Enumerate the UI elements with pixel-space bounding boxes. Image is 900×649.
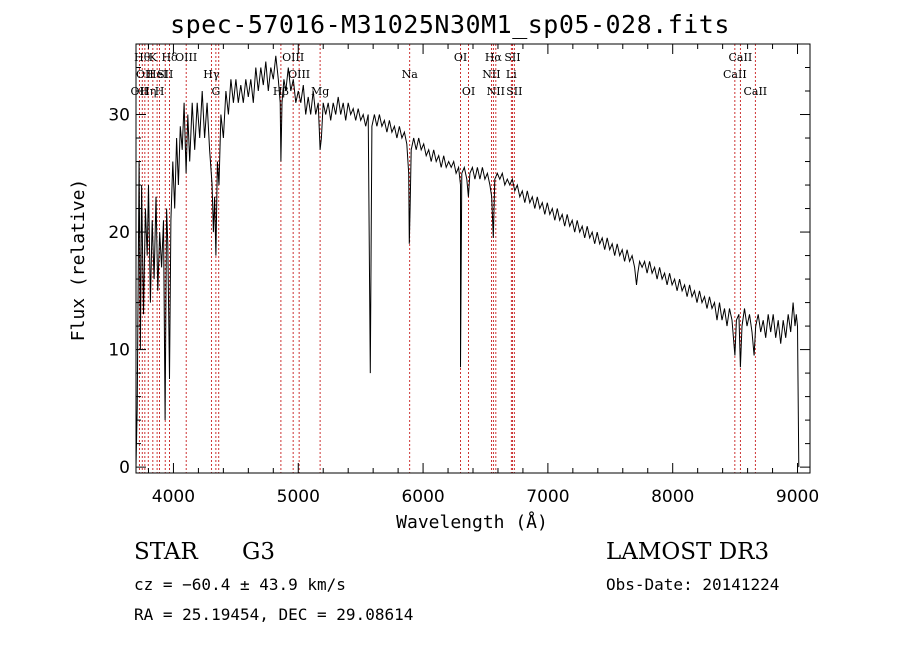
x-axis: 4000 5000 6000 7000 8000 9000 <box>147 44 819 507</box>
x-tick-label: 7000 <box>526 487 569 507</box>
spectral-line-label: Li <box>506 68 517 81</box>
x-tick-label: 9000 <box>776 487 819 507</box>
x-tick-label: 5000 <box>277 487 320 507</box>
spectral-line-label: SII <box>157 68 173 81</box>
spectral-line-label: H <box>155 85 165 98</box>
flux-series-line <box>135 55 800 468</box>
y-tick-label: 10 <box>108 341 130 361</box>
spectral-line-label: CaII <box>723 68 747 81</box>
spectral-line-label: OIII <box>282 51 304 64</box>
chart-title: spec-57016-M31025N30M1_sp05-028.fits <box>170 10 730 39</box>
y-axis: 0 10 20 30 <box>108 67 810 478</box>
observation-date: Obs-Date: 20141224 <box>606 575 780 594</box>
spectral-line-label: CaII <box>743 85 767 98</box>
spectral-line-label: Hδ <box>161 51 178 64</box>
spectral-line-label: OII <box>136 68 154 81</box>
spectral-line-label: SII <box>506 85 522 98</box>
spectral-line-label: Mg <box>311 85 329 98</box>
redshift-cz: cz = −60.4 ± 43.9 km/s <box>134 575 346 594</box>
ra-dec-coordinates: RA = 25.19454, DEC = 29.08614 <box>134 605 414 624</box>
spectral-line-label: OIII <box>288 68 310 81</box>
x-tick-label: 4000 <box>152 487 195 507</box>
spectral-line-label: OIII <box>175 51 197 64</box>
spectral-line-label: Hγ <box>203 68 220 81</box>
spectral-line-label: NII <box>487 85 505 98</box>
y-axis-label: Flux (relative) <box>68 179 89 342</box>
y-tick-label: 20 <box>108 223 130 243</box>
spectral-line-label: NII <box>482 68 500 81</box>
object-class: STAR <box>134 539 198 565</box>
x-axis-label: Wavelength (Å) <box>396 511 548 533</box>
plot-frame <box>135 43 811 474</box>
y-tick-label: 30 <box>108 106 130 126</box>
spectral-line-label: OI <box>462 85 475 98</box>
spectral-line-label: Hθ <box>134 51 151 64</box>
spectral-line-label: HeI <box>147 68 167 81</box>
spectral-line-label: Hα <box>485 51 503 64</box>
survey-name: LAMOST DR3 <box>606 539 770 565</box>
spectral-line-label: G <box>211 85 220 98</box>
object-subclass: G3 <box>242 539 276 565</box>
spectral-line-label: Na <box>402 68 419 81</box>
spectral-line-label: SII <box>504 51 520 64</box>
y-tick-label: 0 <box>119 458 130 478</box>
spectral-line-label: CaII <box>729 51 753 64</box>
spectral-line-label: Hη <box>140 85 156 98</box>
spectral-line-label: OI <box>454 51 467 64</box>
x-tick-label: 6000 <box>401 487 444 507</box>
x-tick-label: 8000 <box>651 487 694 507</box>
spectral-line-markers <box>138 44 756 473</box>
spectral-line-label: K <box>149 51 158 64</box>
